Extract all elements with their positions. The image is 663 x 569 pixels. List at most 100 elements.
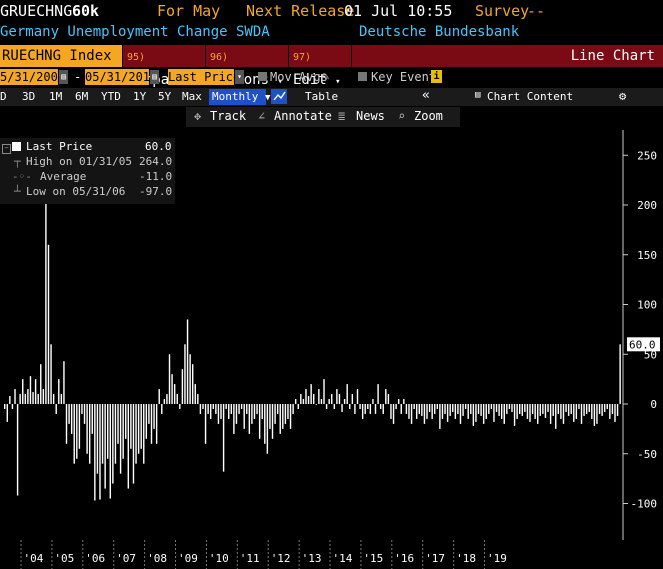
bar — [498, 404, 500, 416]
bar — [395, 404, 397, 409]
bar — [202, 404, 204, 409]
x-tick-label: '13 — [302, 552, 322, 565]
index-field[interactable]: RUECHNG Index — [0, 45, 122, 67]
bar — [50, 344, 52, 404]
x-tick-label: '08 — [147, 552, 167, 565]
info-icon[interactable]: i — [431, 70, 442, 83]
bar — [609, 404, 611, 419]
bar — [32, 392, 34, 404]
annotate-button[interactable]: Annotate — [274, 109, 332, 123]
bar — [127, 404, 130, 489]
field-selector[interactable]: Last Price — [168, 69, 240, 85]
chart-type-label: Line Chart — [570, 48, 655, 64]
compare-button[interactable]: 95) Compare — [123, 45, 205, 88]
unemployment-change-bar-chart[interactable]: -100 -50 0 50 100 150 200 250 60.0 '04 '05 '06 '07 '… — [0, 130, 663, 569]
frequency-selector[interactable]: Monthly ▼ — [209, 89, 270, 105]
field-dropdown-icon[interactable]: ▾ — [235, 70, 244, 84]
bar — [143, 404, 145, 464]
start-date-value: 5/31/2003 — [0, 70, 66, 84]
description: Germany Unemployment Change SWDA — [0, 24, 270, 40]
bar — [382, 404, 384, 414]
bar — [575, 404, 578, 419]
bar — [490, 404, 493, 409]
bar — [137, 404, 140, 454]
bar — [297, 404, 299, 409]
bar — [549, 404, 552, 424]
bar — [112, 404, 114, 484]
bar — [392, 404, 395, 424]
bar — [585, 404, 588, 414]
chart-content-icon: ▤ — [475, 90, 481, 100]
last-price-swatch — [12, 142, 21, 151]
collapse-legend-icon[interactable]: − — [2, 144, 11, 154]
period-ytd[interactable]: YTD — [101, 90, 121, 103]
x-tick-label: '04 — [24, 552, 44, 565]
y-tick-label: -50 — [637, 448, 657, 461]
bar — [215, 404, 217, 414]
bar — [96, 404, 99, 474]
bar — [125, 404, 127, 439]
bar — [60, 394, 63, 404]
period-5y[interactable]: 5Y — [158, 90, 172, 103]
bar — [253, 404, 256, 419]
bar — [101, 404, 104, 464]
bar — [449, 404, 451, 416]
news-button[interactable]: News — [356, 109, 385, 123]
bar — [542, 404, 544, 414]
bar — [88, 404, 91, 464]
index-label: RUECHNG Index — [2, 48, 112, 64]
frequency-value: Monthly — [212, 90, 259, 103]
key-events-checkbox[interactable] — [358, 72, 367, 81]
end-date-field[interactable]: 05/31/2019 — [85, 69, 157, 85]
zoom-button[interactable]: Zoom — [414, 109, 443, 123]
edit-button[interactable]: 97) Edit ▾ — [289, 45, 351, 88]
chart-content-label[interactable]: Chart Content — [487, 90, 574, 103]
period-d[interactable]: D — [0, 90, 7, 103]
table-tab[interactable]: Table — [305, 90, 339, 103]
bar — [230, 404, 233, 414]
start-calendar-icon[interactable]: ▤ — [59, 70, 68, 84]
period-bar: D 3D 1M 6M YTD 1Y 5Y Max Monthly ▼ Table « ▤ Ch… — [0, 88, 663, 106]
low-label: Low on 05/31/06 — [26, 185, 126, 198]
collapse-icon[interactable]: « — [422, 88, 430, 103]
period-6m[interactable]: 6M — [75, 90, 89, 103]
bar — [557, 404, 560, 414]
bar — [379, 404, 382, 409]
bar — [539, 404, 542, 416]
bar — [346, 384, 348, 404]
mov-avgs-checkbox[interactable] — [258, 72, 267, 81]
start-date-field[interactable]: 5/31/2003 — [0, 69, 65, 85]
bar — [305, 389, 307, 404]
pencil-icon[interactable]: ✎ — [322, 69, 330, 83]
end-calendar-icon[interactable]: ▤ — [150, 70, 159, 84]
settings-gear-icon[interactable]: ⚙ — [619, 89, 627, 103]
bar — [204, 404, 207, 444]
bar — [145, 404, 148, 439]
bar — [431, 404, 433, 419]
track-button[interactable]: Track — [210, 109, 247, 123]
period-3d[interactable]: 3D — [22, 90, 36, 103]
bar — [282, 404, 284, 429]
bar — [9, 396, 11, 404]
bar — [176, 394, 178, 404]
annotate-icon: ∠ — [258, 109, 266, 123]
bar — [132, 404, 135, 484]
bar — [580, 404, 583, 424]
bar — [416, 404, 418, 419]
average-icon: -◦- — [12, 170, 32, 183]
line-style-icon[interactable] — [271, 89, 287, 104]
bar — [37, 394, 39, 404]
period-1m[interactable]: 1M — [49, 90, 63, 103]
bar — [197, 394, 199, 404]
bar — [508, 404, 511, 409]
y-tick-label: 200 — [637, 199, 657, 212]
period-max[interactable]: Max — [182, 90, 202, 103]
bar — [467, 404, 469, 419]
current-value: 60k — [72, 2, 100, 20]
bar — [65, 404, 68, 444]
bar — [387, 394, 390, 404]
mov-avgs-label: Mov Avgs — [270, 70, 328, 84]
bar — [341, 404, 343, 412]
period-1y[interactable]: 1Y — [133, 90, 147, 103]
actions-button[interactable]: 96) Actions ▾ — [206, 45, 288, 88]
